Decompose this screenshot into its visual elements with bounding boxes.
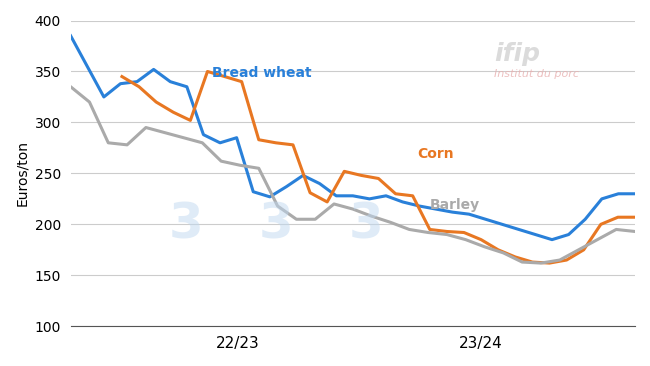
Text: 3: 3 bbox=[348, 200, 383, 249]
Y-axis label: Euros/ton: Euros/ton bbox=[15, 141, 29, 206]
Text: Barley: Barley bbox=[430, 198, 480, 212]
Text: 3: 3 bbox=[169, 200, 203, 249]
Text: Corn: Corn bbox=[417, 147, 454, 161]
Text: Bread wheat: Bread wheat bbox=[212, 66, 311, 79]
Text: ifip: ifip bbox=[494, 42, 540, 66]
Text: 3: 3 bbox=[259, 200, 293, 249]
Text: Institut du porc: Institut du porc bbox=[494, 68, 579, 79]
